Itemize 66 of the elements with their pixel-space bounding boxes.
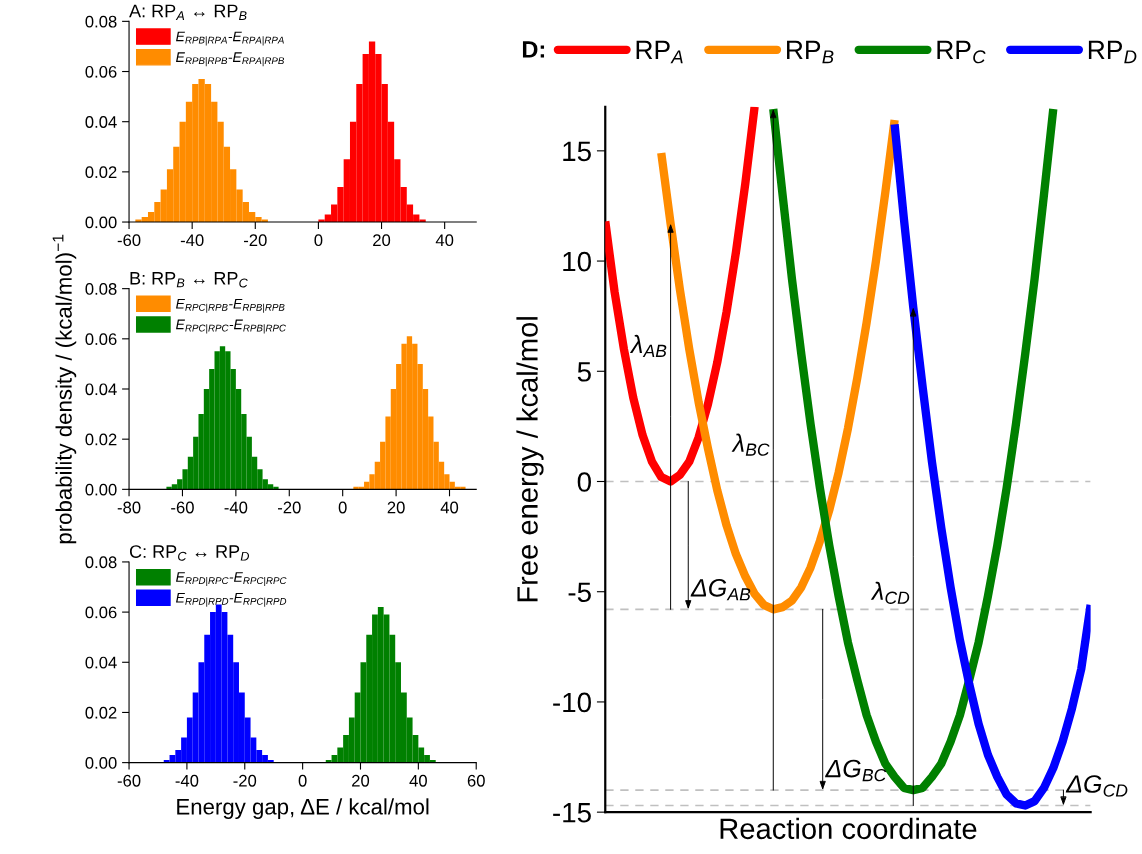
y-tick-label: 0.04 [85, 383, 117, 396]
y-axis-title: probability density / (kcal/mol)$^{−1}$ [52, 234, 77, 544]
legend-label: RP$_{C}$ [937, 40, 986, 64]
x-tick-label: 20 [387, 501, 405, 514]
x-tick-label: 0 [338, 501, 347, 514]
x-tick-label: -60 [171, 501, 194, 514]
legend-label: RP$_{B}$ [787, 40, 834, 64]
x-tick-label: -40 [180, 234, 204, 247]
x-tick-label: -80 [117, 501, 141, 514]
y-tick-label: 0 [577, 472, 591, 492]
x-axis-title: Reaction coordinate [720, 817, 977, 840]
x-tick-label: 40 [409, 774, 427, 787]
y-tick-label: 10 [563, 251, 591, 272]
y-tick-label: 15 [563, 141, 591, 162]
annotation: ΔG$_{CD}$ [1065, 775, 1128, 797]
x-tick-label: 40 [440, 501, 459, 514]
y-tick-label: 0.02 [85, 706, 117, 719]
y-tick-label: 0.06 [85, 333, 117, 346]
x-tick-label: -60 [117, 234, 141, 247]
y-tick-label: 0.00 [85, 483, 117, 496]
x-tick-label: 40 [435, 234, 454, 247]
annotation: λ$_{CD}$ [870, 581, 910, 604]
y-tick-label: 0.04 [85, 116, 117, 128]
y-tick-label: -5 [568, 582, 591, 603]
y-tick-label: -10 [553, 692, 591, 713]
annotation: ΔG$_{AB}$ [690, 578, 751, 601]
chart-title: A: RP$_{A}$ ↔ RP$_{B}$ [129, 4, 247, 21]
x-tick-label: 20 [373, 234, 391, 247]
x-tick-label: 60 [467, 774, 485, 787]
y-axis-title: Free energy / kcal/mol [516, 317, 544, 602]
y-tick-label: 0.08 [85, 283, 117, 295]
x-tick-label: -40 [175, 774, 199, 787]
legend-label: E$_{RPB|RPA}$-E$_{RPA|RPA}$ [176, 31, 284, 46]
y-tick-label: -15 [553, 803, 591, 823]
x-tick-label: -40 [224, 501, 248, 514]
x-tick-label: 0 [298, 774, 307, 787]
annotation: ΔG$_{BC}$ [825, 759, 887, 782]
x-tick-label: -20 [243, 234, 267, 247]
legend-label: RP$_{D}$ [1088, 40, 1137, 64]
legend-label: E$_{RPB|RPB}$-E$_{RPA|RPB}$ [176, 52, 285, 67]
legend-label: E$_{RPC|RPC}$-E$_{RPB|RPC}$ [176, 319, 287, 334]
y-tick-label: 0.04 [85, 656, 117, 669]
y-tick-label: 5 [577, 362, 591, 382]
y-tick-label: 0.02 [85, 166, 117, 179]
y-tick-label: 0.00 [85, 216, 117, 229]
legend-label: E$_{RPD|RPD}$-E$_{RPC|RPD}$ [176, 592, 287, 607]
x-tick-label: -20 [233, 774, 257, 787]
x-axis-title: Energy gap, ΔE / kcal/mol [177, 798, 429, 820]
y-tick-label: 0.02 [85, 433, 117, 446]
y-tick-label: 0.08 [85, 556, 117, 569]
x-tick-label: 0 [314, 234, 323, 247]
legend-title: D: [522, 41, 545, 58]
legend-label: E$_{RPC|RPB}$-E$_{RPB|RPB}$ [176, 298, 285, 313]
y-tick-label: 0.06 [85, 65, 117, 78]
x-tick-label: -20 [277, 501, 301, 514]
chart-title: B: RP$_{B}$ ↔ RP$_{C}$ [130, 272, 248, 288]
y-tick-label: 0.08 [85, 15, 117, 28]
x-tick-label: 20 [352, 774, 370, 787]
legend-label: E$_{RPD|RPC}$-E$_{RPC|RPC}$ [176, 572, 287, 587]
y-tick-label: 0.00 [85, 757, 117, 769]
annotation: λ$_{AB}$ [629, 334, 667, 357]
annotation: λ$_{BC}$ [731, 433, 770, 456]
y-tick-label: 0.06 [85, 606, 117, 619]
x-tick-label: -60 [117, 774, 141, 787]
legend-label: RP$_{A}$ [636, 40, 683, 64]
chart-title: C: RP$_{C}$ ↔ RP$_{D}$ [129, 545, 250, 561]
